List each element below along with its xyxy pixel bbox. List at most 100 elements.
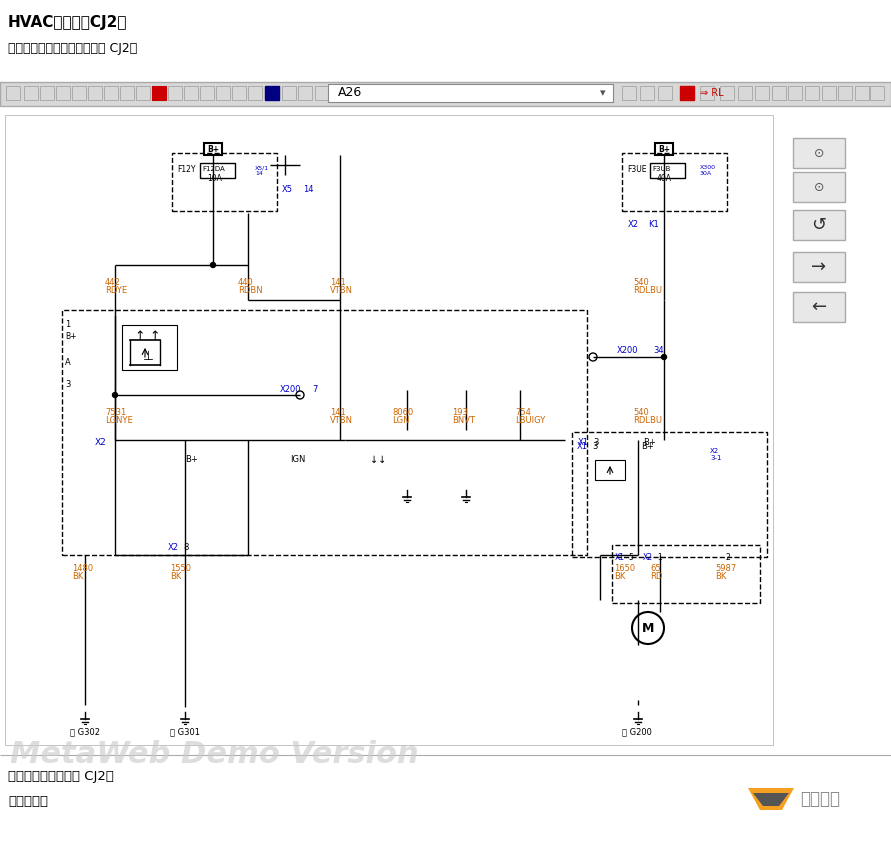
Bar xyxy=(793,210,845,240)
Text: 1: 1 xyxy=(657,553,662,562)
Bar xyxy=(248,86,262,100)
Bar xyxy=(805,86,819,100)
Text: X200: X200 xyxy=(280,385,301,394)
Text: ↓↓: ↓↓ xyxy=(370,455,387,465)
Text: ⏚ G302: ⏚ G302 xyxy=(70,727,100,736)
Bar xyxy=(650,163,685,178)
Bar xyxy=(700,86,714,100)
Text: 440: 440 xyxy=(238,278,254,287)
Bar xyxy=(24,86,38,100)
Text: ⊙: ⊙ xyxy=(813,147,824,160)
Text: ↺: ↺ xyxy=(812,216,827,234)
Bar xyxy=(40,86,54,100)
Text: ⇒ RL: ⇒ RL xyxy=(700,88,723,98)
Text: 3: 3 xyxy=(593,438,599,447)
Bar xyxy=(136,86,150,100)
Circle shape xyxy=(112,392,118,398)
Text: F12DA: F12DA xyxy=(202,166,225,172)
Text: 40A: 40A xyxy=(657,174,672,183)
Text: RDYE: RDYE xyxy=(105,286,127,295)
Text: B+: B+ xyxy=(65,332,77,341)
Bar xyxy=(720,86,734,100)
Bar xyxy=(793,292,845,322)
Text: →: → xyxy=(812,258,827,276)
Text: 540: 540 xyxy=(633,408,649,417)
Text: 8060: 8060 xyxy=(392,408,413,417)
Text: ⏚ G301: ⏚ G301 xyxy=(170,727,200,736)
Text: B+: B+ xyxy=(658,144,670,154)
Text: ▾: ▾ xyxy=(601,88,606,98)
Text: ↑: ↑ xyxy=(150,330,160,343)
Bar xyxy=(200,86,214,100)
Text: ⊙: ⊙ xyxy=(813,181,824,193)
Text: X200: X200 xyxy=(617,346,639,355)
Text: M: M xyxy=(642,621,654,635)
Text: 7531: 7531 xyxy=(105,408,127,417)
Text: BK: BK xyxy=(72,572,84,581)
Text: F3UB: F3UB xyxy=(652,166,670,172)
Text: 2: 2 xyxy=(725,553,730,562)
Bar xyxy=(793,252,845,282)
Text: 1480: 1480 xyxy=(72,564,94,573)
Text: 65: 65 xyxy=(650,564,660,573)
Bar xyxy=(62,310,587,555)
Text: B+: B+ xyxy=(207,144,219,154)
Text: X2
3-1: X2 3-1 xyxy=(710,448,722,461)
Bar xyxy=(0,82,891,106)
Bar xyxy=(738,86,752,100)
Bar xyxy=(658,86,672,100)
Bar xyxy=(822,86,836,100)
Text: HVAC示意图（CJ2）: HVAC示意图（CJ2） xyxy=(8,15,127,30)
Bar xyxy=(595,460,625,480)
Text: 442: 442 xyxy=(105,278,121,287)
Text: 540: 540 xyxy=(633,278,649,287)
Text: IGN: IGN xyxy=(290,455,306,464)
Bar xyxy=(122,325,177,370)
Circle shape xyxy=(661,354,666,360)
Text: 34: 34 xyxy=(653,346,664,355)
Bar xyxy=(793,138,845,168)
Text: X300
30A: X300 30A xyxy=(700,165,716,176)
Bar xyxy=(72,86,86,100)
Text: K1: K1 xyxy=(648,220,658,229)
Text: B+: B+ xyxy=(641,442,654,451)
Text: 193: 193 xyxy=(452,408,468,417)
Text: 汽修帮手: 汽修帮手 xyxy=(800,790,840,808)
Text: 3: 3 xyxy=(65,380,70,389)
Bar xyxy=(855,86,869,100)
Circle shape xyxy=(210,262,216,268)
Bar xyxy=(622,86,636,100)
Bar xyxy=(5,115,773,745)
Bar xyxy=(88,86,102,100)
Bar xyxy=(788,86,802,100)
Text: 10A: 10A xyxy=(207,174,222,183)
Text: 击显示图片: 击显示图片 xyxy=(8,795,48,808)
Text: A: A xyxy=(65,358,70,367)
Text: X2: X2 xyxy=(168,543,179,552)
Text: 5987: 5987 xyxy=(715,564,736,573)
Bar xyxy=(200,163,235,178)
Text: X2: X2 xyxy=(628,220,639,229)
Text: X5/1
14: X5/1 14 xyxy=(255,165,269,176)
Bar xyxy=(232,86,246,100)
Bar xyxy=(6,86,20,100)
Bar xyxy=(265,86,279,100)
Bar xyxy=(172,153,277,211)
Bar xyxy=(282,86,296,100)
Text: LBUIGY: LBUIGY xyxy=(515,416,545,425)
Polygon shape xyxy=(748,788,794,810)
Bar xyxy=(572,432,767,557)
Bar xyxy=(680,86,694,100)
Bar xyxy=(838,86,852,100)
Text: 3: 3 xyxy=(592,442,597,451)
Text: RD: RD xyxy=(650,572,662,581)
Text: VTBN: VTBN xyxy=(330,286,353,295)
Text: MetaWeb Demo Version: MetaWeb Demo Version xyxy=(10,740,419,769)
Text: F12Y: F12Y xyxy=(177,165,195,174)
Text: 电源、搭铁和鼓风机电机（带 CJ2）: 电源、搭铁和鼓风机电机（带 CJ2） xyxy=(8,42,137,55)
Bar xyxy=(612,545,760,603)
Text: ⏚ G200: ⏚ G200 xyxy=(622,727,652,736)
Bar xyxy=(298,86,312,100)
Bar xyxy=(655,143,673,155)
Text: 141: 141 xyxy=(330,408,346,417)
